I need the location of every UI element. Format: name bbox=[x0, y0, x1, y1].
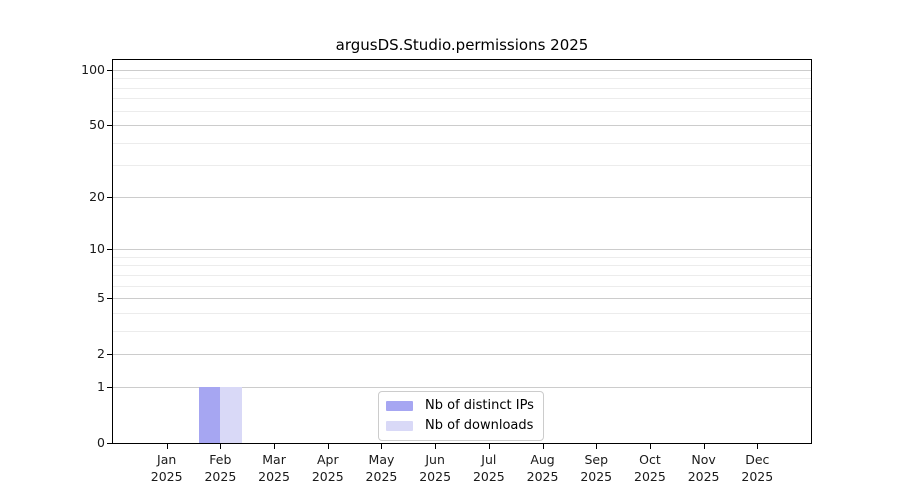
minor-gridline bbox=[113, 110, 811, 112]
legend-item-downloads: Nb of downloads bbox=[386, 418, 534, 434]
minor-gridline bbox=[113, 265, 811, 267]
x-axis-tick-label-line: 2025 bbox=[687, 468, 720, 484]
minor-gridline bbox=[113, 142, 811, 144]
x-axis-tick-label: Mar 2025 bbox=[234, 452, 314, 485]
y-axis-tick-mark bbox=[107, 354, 112, 355]
x-axis-tick-label-line: 2025 bbox=[526, 468, 559, 484]
x-axis-tick-mark bbox=[435, 444, 436, 449]
x-axis-tick-label-line: Nov bbox=[691, 452, 716, 467]
chart-title: argusDS.Studio.permissions 2025 bbox=[335, 36, 589, 54]
minor-gridline bbox=[113, 98, 811, 100]
y-axis-tick-mark bbox=[107, 443, 112, 444]
minor-gridline bbox=[113, 285, 811, 287]
x-axis-tick-label-line: 2025 bbox=[258, 468, 290, 484]
major-gridline bbox=[113, 196, 811, 198]
x-axis-tick-label: Jul 2025 bbox=[449, 452, 529, 485]
x-axis-tick-label-line: 2025 bbox=[419, 468, 452, 484]
y-axis-tick-label: 2 bbox=[97, 346, 105, 362]
x-axis-tick-mark bbox=[757, 444, 758, 449]
x-axis-tick-label: Aug 2025 bbox=[503, 452, 583, 485]
x-axis-tick-label-line: 2025 bbox=[741, 468, 774, 484]
minor-gridline bbox=[113, 256, 811, 258]
x-axis-tick-label-line: Jul bbox=[481, 452, 497, 467]
legend-item-distinct-ips: Nb of distinct IPs bbox=[386, 398, 534, 414]
x-axis-tick-mark bbox=[167, 444, 168, 449]
x-axis-tick-mark bbox=[489, 444, 490, 449]
y-axis-tick-mark bbox=[107, 298, 112, 299]
y-axis-tick-label: 1 bbox=[97, 378, 105, 394]
y-axis-tick-mark bbox=[107, 387, 112, 388]
x-axis-tick-mark bbox=[650, 444, 651, 449]
minor-gridline bbox=[113, 330, 811, 332]
major-gridline bbox=[113, 386, 811, 388]
x-axis-tick-label-line: Aug bbox=[530, 452, 555, 467]
x-axis-tick-label: Apr 2025 bbox=[288, 452, 368, 485]
major-gridline bbox=[113, 298, 811, 300]
legend-label-downloads: Nb of downloads bbox=[425, 418, 534, 433]
plot-area: Nb of distinct IPs Nb of downloads bbox=[113, 60, 811, 443]
minor-gridline bbox=[113, 87, 811, 89]
bar-distinct-ips-feb-2025 bbox=[198, 386, 221, 443]
x-axis-tick-label-line: Dec bbox=[745, 452, 770, 467]
y-axis-tick-label: 10 bbox=[89, 241, 105, 257]
x-axis-tick-label-line: Sep bbox=[584, 452, 608, 467]
y-axis-tick-mark bbox=[107, 249, 112, 250]
x-axis-tick-mark bbox=[381, 444, 382, 449]
legend: Nb of distinct IPs Nb of downloads bbox=[378, 391, 544, 441]
minor-gridline bbox=[113, 274, 811, 276]
x-axis-tick-label-line: Jan bbox=[157, 452, 177, 467]
y-axis-tick-label: 20 bbox=[89, 188, 105, 204]
x-axis-tick-label: Feb 2025 bbox=[180, 452, 260, 485]
x-axis-tick-mark bbox=[596, 444, 597, 449]
x-axis-tick-label-line: Oct bbox=[639, 452, 661, 467]
minor-gridline bbox=[113, 312, 811, 314]
x-axis-tick-mark bbox=[220, 444, 221, 449]
x-axis-tick-label: Oct 2025 bbox=[610, 452, 690, 485]
x-axis-tick-mark bbox=[704, 444, 705, 449]
x-axis-tick-mark bbox=[274, 444, 275, 449]
major-gridline bbox=[113, 125, 811, 127]
x-axis-tick-label: Jun 2025 bbox=[395, 452, 475, 485]
major-gridline bbox=[113, 354, 811, 356]
major-gridline bbox=[113, 249, 811, 251]
x-axis-tick-label-line: 2025 bbox=[634, 468, 666, 484]
x-axis-tick-label-line: Mar bbox=[262, 452, 286, 467]
y-axis-tick-mark bbox=[107, 70, 112, 71]
x-axis-tick-label-line: 2025 bbox=[472, 468, 505, 484]
x-axis-tick-label-line: 2025 bbox=[311, 468, 344, 484]
x-axis-tick-label: Jan 2025 bbox=[127, 452, 207, 485]
x-axis-tick-label: Nov 2025 bbox=[664, 452, 744, 485]
x-axis-tick-label: Sep 2025 bbox=[556, 452, 636, 485]
y-axis-tick-mark bbox=[107, 125, 112, 126]
legend-label-distinct-ips: Nb of distinct IPs bbox=[425, 398, 534, 413]
bar-downloads-feb-2025 bbox=[220, 386, 242, 443]
x-axis-tick-label-line: 2025 bbox=[150, 468, 183, 484]
x-axis-tick-label-line: Feb bbox=[209, 452, 232, 467]
x-axis-tick-label-line: Apr bbox=[316, 452, 339, 467]
x-axis-tick-label-line: 2025 bbox=[580, 468, 613, 484]
x-axis-tick-label: May 2025 bbox=[341, 452, 421, 485]
y-axis-tick-mark bbox=[107, 197, 112, 198]
legend-swatch-distinct-ips bbox=[386, 401, 413, 411]
y-axis-tick-label: 100 bbox=[81, 62, 105, 77]
major-gridline bbox=[113, 70, 811, 71]
y-axis-tick-label: 0 bbox=[97, 435, 105, 450]
x-axis-tick-mark bbox=[328, 444, 329, 449]
minor-gridline bbox=[113, 78, 811, 80]
x-axis-tick-mark bbox=[543, 444, 544, 449]
minor-gridline bbox=[113, 165, 811, 167]
x-axis-tick-label-line: 2025 bbox=[204, 468, 237, 484]
y-axis-tick-label: 5 bbox=[97, 290, 105, 306]
x-axis-tick-label-line: Jun bbox=[425, 452, 445, 467]
x-axis-tick-label-line: May bbox=[368, 452, 395, 467]
x-axis-tick-label: Dec 2025 bbox=[717, 452, 797, 485]
y-axis-tick-label: 50 bbox=[89, 117, 105, 133]
x-axis-tick-label-line: 2025 bbox=[365, 468, 398, 484]
legend-swatch-downloads bbox=[386, 421, 413, 431]
